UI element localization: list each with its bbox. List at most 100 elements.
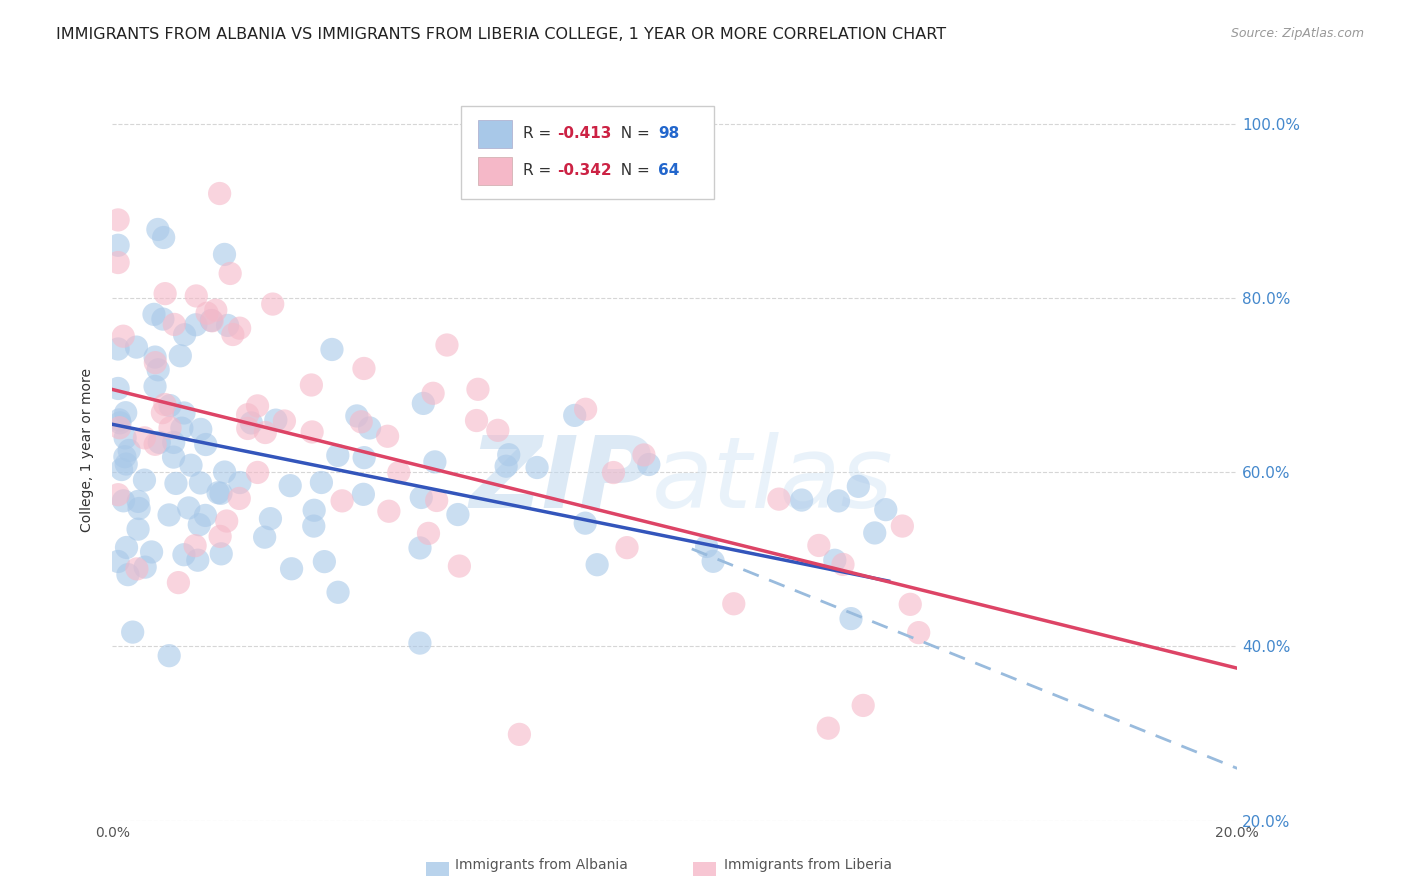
Point (273, 414, 295, 428)
Point (134, 473, 156, 487)
Point (359, 421, 381, 435)
Y-axis label: College, 1 year or more: College, 1 year or more (80, 368, 94, 533)
Point (495, 459, 517, 474)
Point (173, 327, 195, 342)
Point (114, 450, 136, 464)
Point (170, 421, 193, 435)
Point (167, 575, 190, 590)
Point (824, 553, 846, 567)
Point (863, 525, 886, 540)
Point (278, 478, 301, 492)
Point (152, 406, 174, 420)
Point (121, 625, 143, 640)
Point (107, 382, 129, 396)
Point (586, 558, 609, 572)
Point (412, 396, 434, 410)
Point (125, 340, 148, 354)
Point (326, 449, 349, 463)
Point (217, 318, 239, 333)
Point (723, 597, 745, 611)
Point (157, 648, 180, 663)
Point (209, 486, 232, 500)
Point (409, 541, 432, 555)
Point (163, 435, 186, 450)
Point (229, 475, 252, 490)
Point (846, 479, 869, 493)
Point (280, 562, 302, 576)
Point (426, 493, 449, 508)
Point (633, 448, 655, 462)
Point (214, 465, 236, 479)
Point (118, 443, 141, 458)
Point (115, 457, 138, 471)
Point (159, 421, 181, 435)
Point (143, 307, 166, 321)
Point (107, 342, 129, 356)
Point (177, 500, 200, 515)
Point (228, 321, 250, 335)
Point (377, 429, 399, 443)
Point (350, 415, 373, 429)
Text: R =: R = (523, 126, 557, 141)
Text: N =: N = (610, 163, 654, 178)
Point (146, 363, 169, 377)
Point (180, 458, 202, 473)
Point (875, 502, 897, 516)
Point (209, 547, 232, 561)
Text: Immigrants from Albania: Immigrants from Albania (456, 858, 627, 871)
Point (159, 399, 181, 413)
Point (311, 475, 333, 490)
Point (616, 541, 638, 555)
Point (169, 349, 191, 363)
Point (153, 397, 176, 411)
Text: IMMIGRANTS FROM ALBANIA VS IMMIGRANTS FROM LIBERIA COLLEGE, 1 YEAR OR MORE CORRE: IMMIGRANTS FROM ALBANIA VS IMMIGRANTS FR… (56, 27, 946, 42)
Point (143, 356, 166, 370)
Point (117, 567, 139, 582)
Point (330, 494, 353, 508)
Point (852, 698, 875, 713)
Point (219, 267, 242, 281)
Point (163, 318, 186, 332)
Point (422, 386, 444, 401)
Point (302, 519, 325, 533)
Point (112, 493, 135, 508)
Point (702, 554, 724, 568)
Point (352, 487, 374, 501)
Bar (478, 156, 512, 185)
Point (114, 406, 136, 420)
Text: -0.413: -0.413 (557, 126, 612, 141)
Point (209, 529, 232, 543)
Point (214, 247, 236, 261)
Point (254, 425, 277, 440)
Point (436, 338, 458, 352)
Point (314, 555, 336, 569)
Point (107, 213, 129, 227)
Point (152, 230, 174, 244)
Text: ZIP: ZIP (470, 432, 652, 529)
Point (423, 455, 446, 469)
Point (240, 416, 263, 430)
Point (447, 508, 470, 522)
Point (157, 508, 180, 522)
Point (768, 492, 790, 507)
Point (186, 289, 208, 303)
Text: -0.342: -0.342 (557, 163, 612, 178)
Point (353, 361, 375, 376)
Point (353, 450, 375, 465)
Point (204, 303, 226, 318)
Point (143, 379, 166, 393)
Point (165, 476, 187, 491)
Point (114, 431, 136, 445)
Bar (478, 120, 512, 148)
Point (246, 399, 269, 413)
Point (134, 560, 156, 574)
Point (107, 554, 129, 568)
Point (128, 501, 150, 516)
Point (637, 458, 659, 472)
Point (236, 408, 259, 422)
Point (449, 559, 471, 574)
Point (228, 491, 250, 506)
Point (127, 522, 149, 536)
Point (148, 435, 170, 450)
Point (302, 503, 325, 517)
